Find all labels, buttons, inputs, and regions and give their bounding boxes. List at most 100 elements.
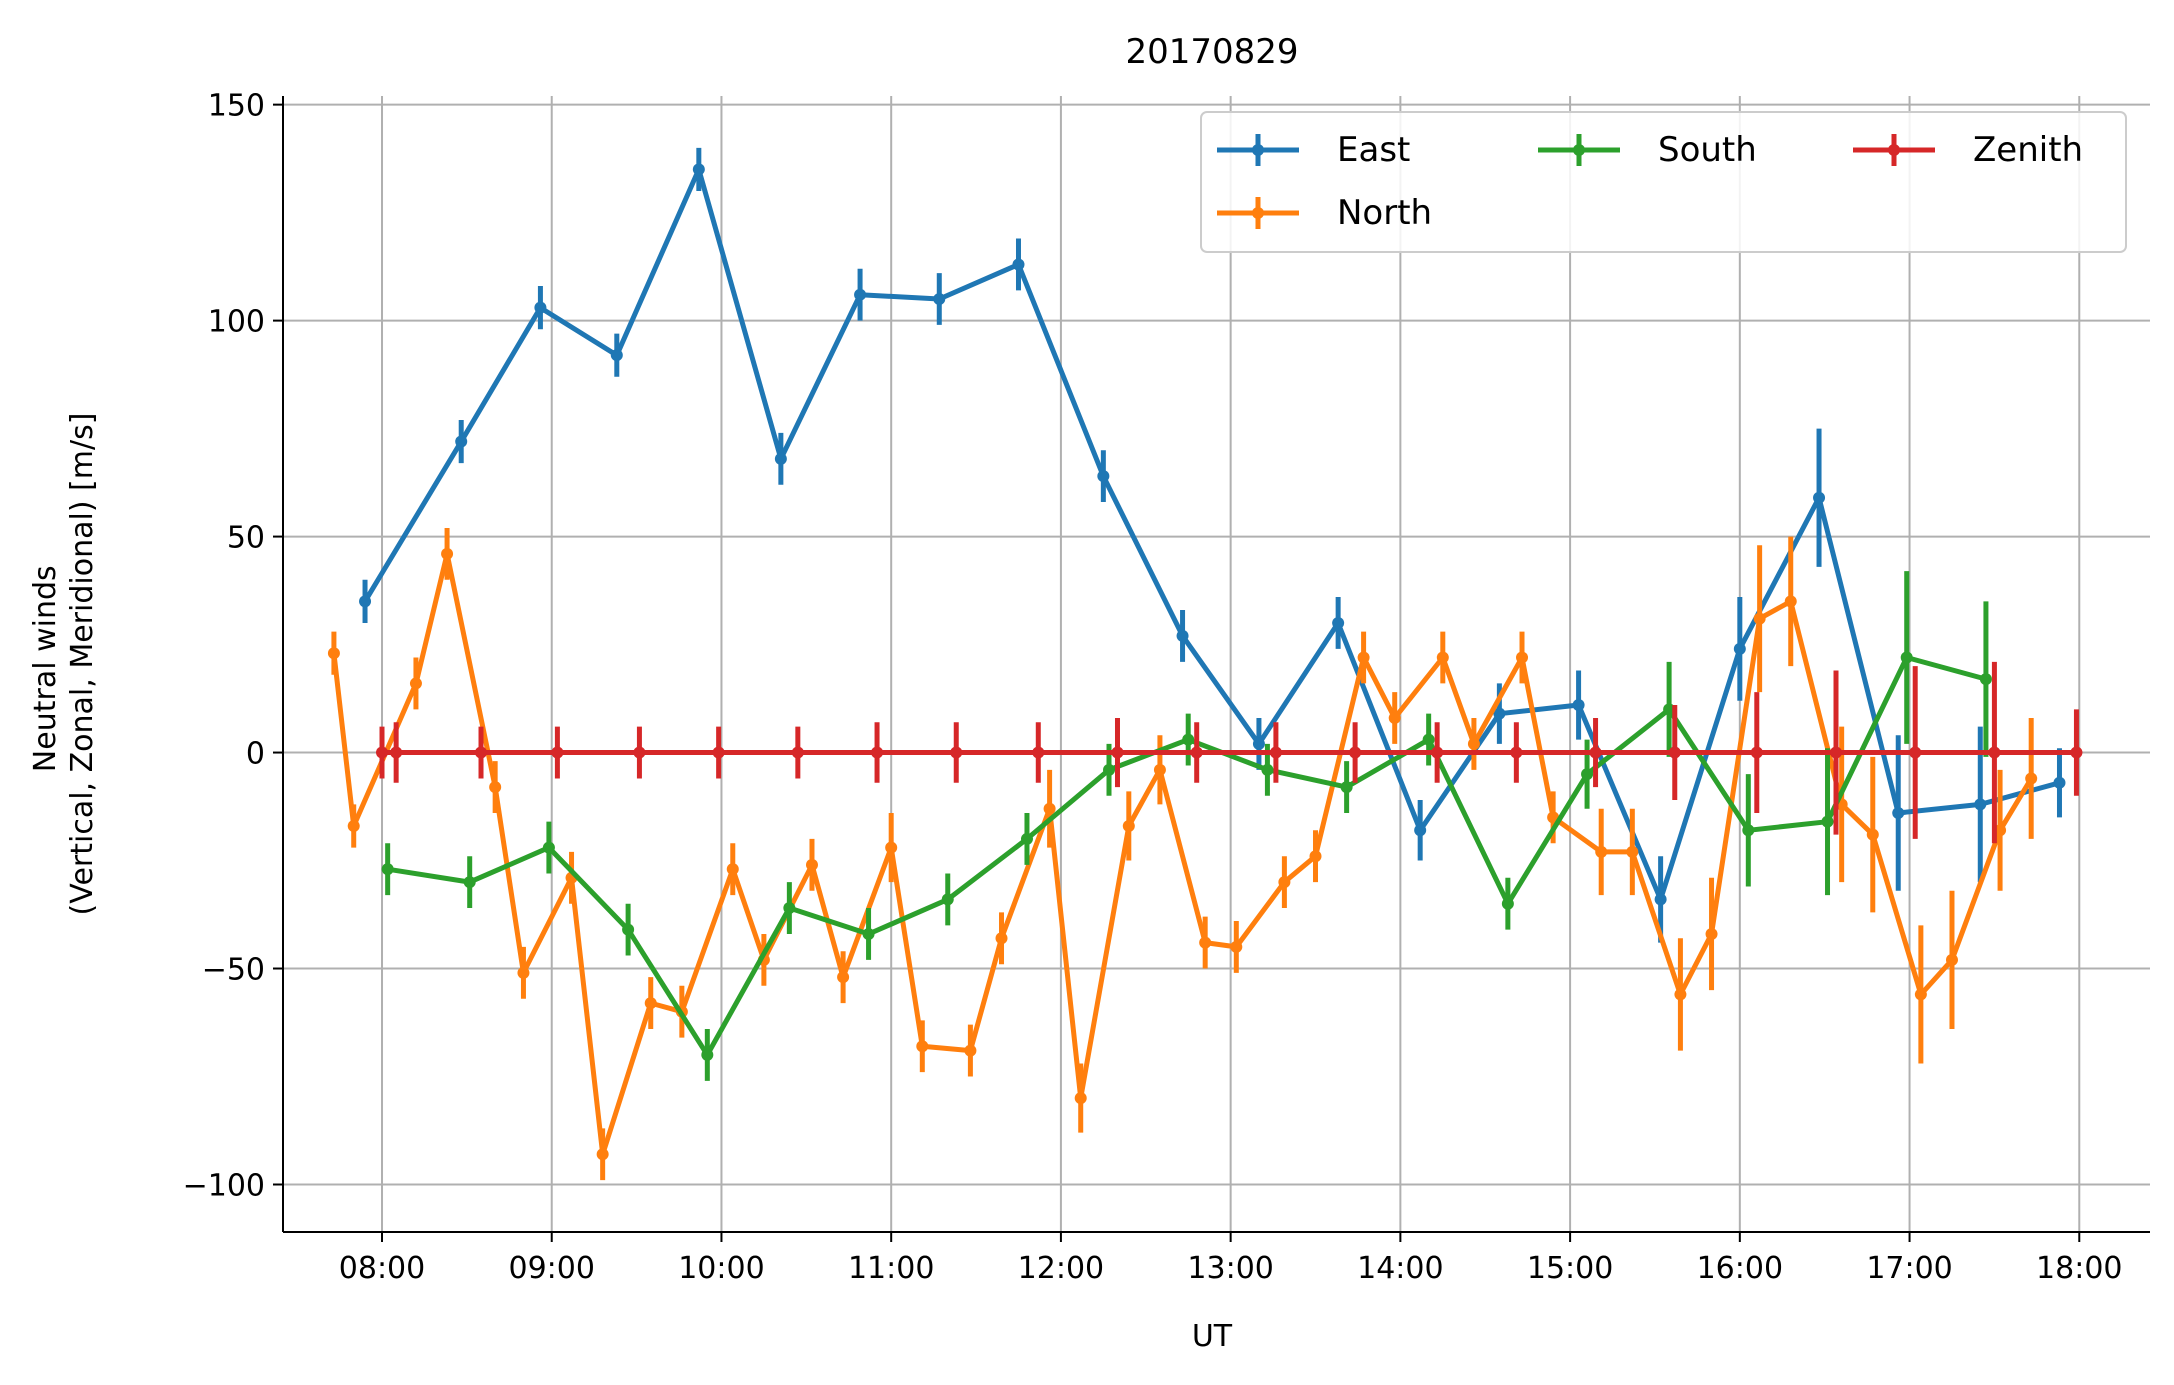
data-point-zenith (791, 746, 804, 759)
data-point-zenith (551, 746, 564, 759)
axes: 08:00 09:00 10:00 11:00 12:00 13:00 14:00 15:00… (183, 89, 2150, 1286)
data-point-east (610, 349, 623, 362)
data-point-north (995, 932, 1008, 945)
x-axis-label: UT (1192, 1319, 1233, 1354)
y-tick-label: −100 (183, 1168, 265, 1203)
data-point-north (596, 1148, 609, 1161)
data-point-north (489, 781, 502, 794)
data-point-north (1705, 927, 1718, 940)
chart-title: 20170829 (1125, 32, 1298, 72)
x-tick-label: 09:00 (509, 1251, 595, 1286)
legend-label-east: East (1337, 130, 1410, 170)
legend-label-south: South (1658, 130, 1757, 170)
data-point-zenith (390, 746, 403, 759)
data-point-north (1043, 802, 1056, 815)
data-point-zenith (1510, 746, 1523, 759)
data-point-north (1674, 988, 1687, 1001)
data-point-east (1572, 699, 1585, 712)
data-point-north (1753, 612, 1766, 625)
data-point-east (1493, 707, 1506, 720)
data-point-zenith (1589, 746, 1602, 759)
y-axis-label: Neutral winds (Vertical, Zonal, Meridion… (28, 413, 100, 916)
y-tick-label: 0 (246, 737, 265, 772)
x-tick-label: 12:00 (1018, 1251, 1104, 1286)
data-point-north (2025, 772, 2038, 785)
series-layer (327, 147, 2083, 1181)
legend-item-east: East (1217, 130, 1410, 170)
data-point-zenith (1909, 746, 1922, 759)
data-point-east (359, 595, 372, 608)
data-point-south (701, 1048, 714, 1061)
data-point-north (1784, 595, 1797, 608)
data-point-south (1422, 733, 1435, 746)
data-point-north (1230, 940, 1243, 953)
data-point-east (774, 452, 787, 465)
data-point-north (1516, 651, 1529, 664)
legend-marker-south (1573, 144, 1585, 156)
data-point-north (347, 819, 360, 832)
data-point-north (1278, 876, 1291, 889)
data-point-east (1733, 642, 1746, 655)
data-point-east (1012, 258, 1025, 271)
legend-label-north: North (1337, 193, 1432, 233)
x-tick-label: 18:00 (2036, 1251, 2122, 1286)
data-point-south (622, 923, 635, 936)
data-point-zenith (1111, 746, 1124, 759)
data-point-north (1467, 737, 1480, 750)
data-point-north (1309, 850, 1322, 863)
data-point-south (862, 927, 875, 940)
y-tick-label: 100 (208, 305, 265, 340)
data-point-south (1663, 703, 1676, 716)
data-point-north (1357, 651, 1370, 664)
x-tick-label: 17:00 (1866, 1251, 1952, 1286)
data-point-zenith (1349, 746, 1362, 759)
data-point-zenith (2070, 746, 2083, 759)
data-point-zenith (871, 746, 884, 759)
data-point-north (1153, 763, 1166, 776)
series-line-east (362, 166, 2061, 902)
data-point-north (644, 997, 657, 1010)
data-point-zenith (1032, 746, 1045, 759)
data-point-south (1742, 824, 1755, 837)
data-point-south (1581, 768, 1594, 781)
legend-item-south: South (1538, 130, 1757, 170)
data-point-north (885, 841, 898, 854)
legend-marker-zenith (1888, 144, 1900, 156)
data-point-zenith (950, 746, 963, 759)
legend-item-zenith: Zenith (1853, 130, 2083, 170)
data-point-south (1020, 832, 1033, 845)
data-point-east (1176, 629, 1189, 642)
data-point-north (1945, 953, 1958, 966)
data-point-east (1974, 798, 1987, 811)
data-point-north (1595, 845, 1608, 858)
y-axis-label-line-1: Neutral winds (28, 565, 63, 772)
x-tick-label: 10:00 (678, 1251, 764, 1286)
data-point-north (517, 966, 530, 979)
data-point-north (1388, 711, 1401, 724)
y-tick-label: 150 (208, 89, 265, 124)
data-point-east (854, 288, 867, 301)
data-point-south (381, 863, 394, 876)
data-point-east (1252, 737, 1265, 750)
data-point-north (964, 1044, 977, 1057)
data-point-east (692, 163, 705, 176)
x-tick-label: 11:00 (848, 1251, 934, 1286)
data-point-south (1182, 733, 1195, 746)
data-point-north (441, 547, 454, 560)
data-point-north (1074, 1092, 1087, 1105)
data-point-north (1436, 651, 1449, 664)
x-tick-label: 08:00 (339, 1251, 425, 1286)
data-point-zenith (1431, 746, 1444, 759)
data-point-north (1866, 828, 1879, 841)
y-tick-label: −50 (202, 953, 265, 988)
data-point-south (1103, 763, 1116, 776)
series-line-north (331, 551, 2034, 1157)
data-point-north (726, 863, 739, 876)
data-point-east (534, 301, 547, 314)
data-point-east (455, 435, 468, 448)
data-point-zenith (376, 746, 389, 759)
data-point-north (1626, 845, 1639, 858)
data-point-east (1097, 470, 1110, 483)
legend-label-zenith: Zenith (1973, 130, 2083, 170)
